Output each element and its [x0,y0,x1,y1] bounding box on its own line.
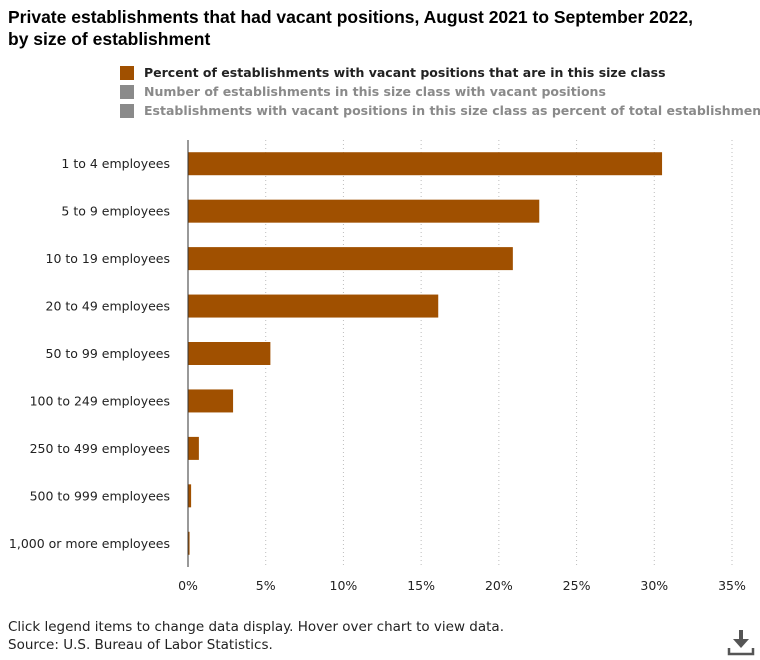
download-icon[interactable] [727,628,755,656]
x-tick-label: 20% [485,578,513,593]
bar[interactable] [188,531,190,555]
legend-item-percent-of-establishments[interactable]: Percent of establishments with vacant po… [120,63,760,82]
bar[interactable] [188,484,192,508]
legend-label: Number of establishments in this size cl… [144,84,606,99]
category-label: 1,000 or more employees [9,536,170,551]
bar[interactable] [188,342,271,365]
bar[interactable] [188,389,234,413]
legend-label: Establishments with vacant positions in … [144,103,760,118]
category-label: 100 to 249 employees [30,393,170,408]
category-label: 10 to 19 employees [46,251,171,266]
chart-instructions: Click legend items to change data displa… [8,619,504,635]
x-tick-label: 15% [407,578,435,593]
x-tick-label: 5% [256,578,276,593]
x-tick-label: 10% [330,578,358,593]
category-label: 5 to 9 employees [61,204,170,219]
bar-chart[interactable]: 1 to 4 employees 5 to 9 employees 10 to 19… [0,135,760,605]
bar[interactable] [188,247,513,271]
legend-swatch [120,65,134,80]
category-label: 250 to 499 employees [30,441,170,456]
x-tick-label: 30% [640,578,668,593]
legend-swatch [120,84,134,99]
bar[interactable] [188,152,663,176]
x-tick-label: 0% [178,578,198,593]
category-label: 1 to 4 employees [61,156,170,171]
x-tick-label: 25% [563,578,591,593]
chart-title-line-1: Private establishments that had vacant p… [8,7,693,27]
legend-label: Percent of establishments with vacant po… [144,65,666,80]
chart-title-line-2: by size of establishment [8,29,211,49]
legend: Percent of establishments with vacant po… [120,63,760,120]
category-label: 500 to 999 employees [30,488,170,503]
x-tick-label: 35% [718,578,746,593]
chart-title: Private establishments that had vacant p… [8,6,748,50]
source-note: Source: U.S. Bureau of Labor Statistics. [8,637,273,653]
legend-item-percent-of-total-establishments[interactable]: Establishments with vacant positions in … [120,101,760,120]
category-label: 50 to 99 employees [46,346,171,361]
bar[interactable] [188,294,439,318]
category-label: 20 to 49 employees [46,299,171,314]
bar[interactable] [188,436,199,460]
legend-item-number-of-establishments[interactable]: Number of establishments in this size cl… [120,82,760,101]
legend-swatch [120,103,134,118]
bar[interactable] [188,199,540,223]
